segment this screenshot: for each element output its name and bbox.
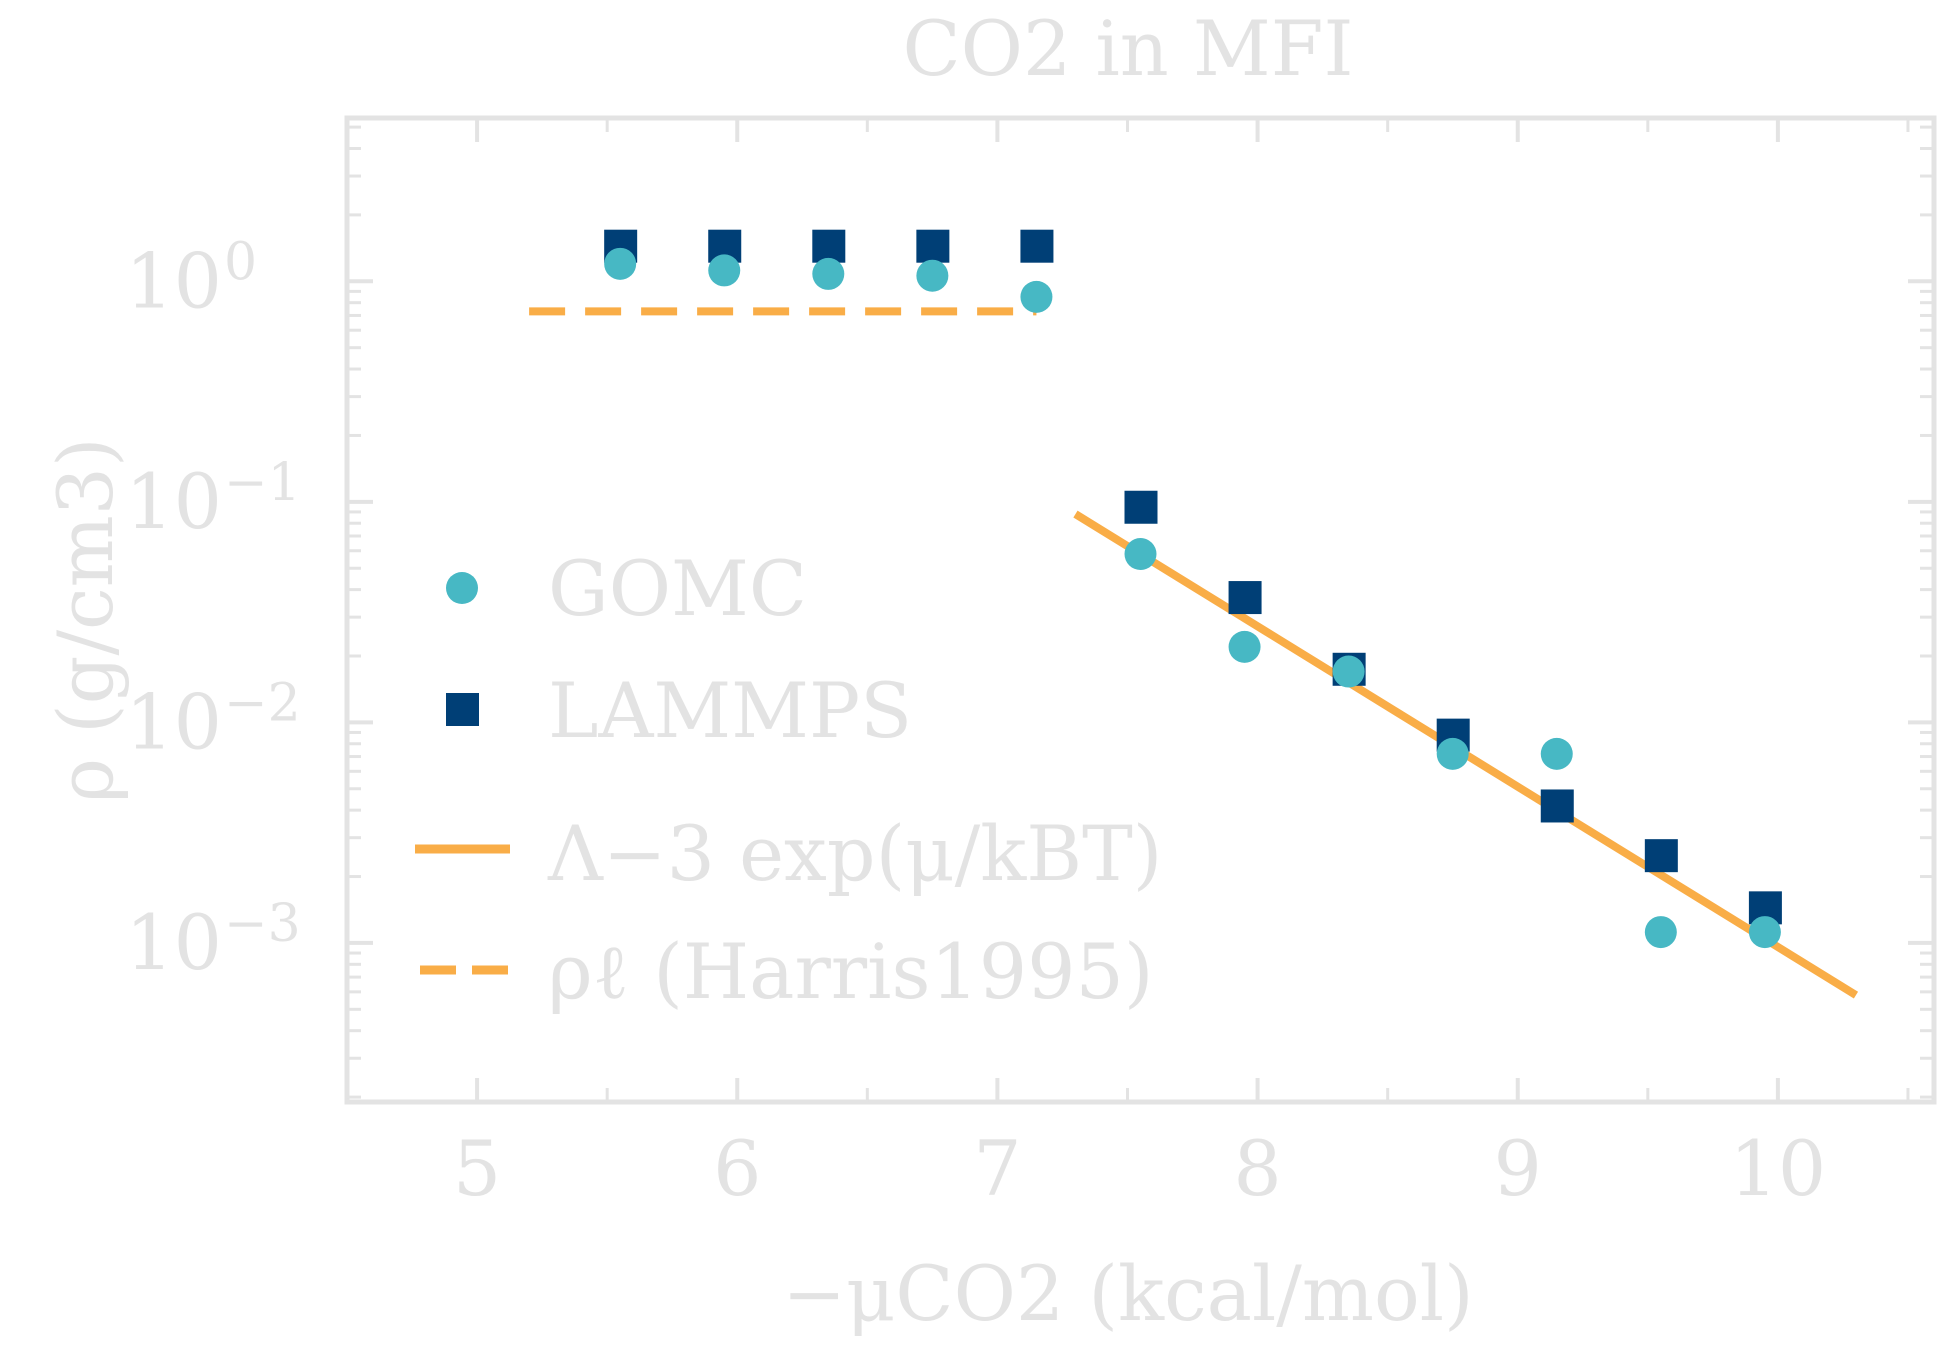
legend-lammps-label: LAMMPS <box>548 666 912 755</box>
legend-fit-label: Λ−3 exp(μ/kBT) <box>547 809 1162 898</box>
lammps-point <box>1228 581 1262 615</box>
gomc-point <box>1644 916 1677 949</box>
x-tick-label: 10 <box>1730 1124 1827 1213</box>
chart-title: CO2 in MFI <box>903 4 1354 93</box>
y-tick-exponent: −1 <box>224 453 301 513</box>
gomc-point <box>1436 737 1469 770</box>
y-tick-label: 10 <box>125 898 222 987</box>
y-tick-exponent: −2 <box>224 673 301 733</box>
gomc-point <box>1020 280 1053 313</box>
plot-markers <box>604 229 1782 949</box>
y-tick-label: 10 <box>125 457 222 546</box>
minor-ticks <box>345 118 1934 1102</box>
gomc-point <box>916 259 949 292</box>
legend: GOMC LAMMPS Λ−3 exp(μ/kBT) ρℓ (Harris199… <box>415 544 1162 1016</box>
y-tick-exponent: −3 <box>224 894 301 954</box>
gomc-point <box>1540 737 1573 770</box>
x-tick-label: 9 <box>1494 1124 1542 1213</box>
gomc-point <box>1124 538 1157 571</box>
x-tick-label: 6 <box>713 1124 761 1213</box>
legend-gomc-marker <box>446 572 478 604</box>
x-tick-label: 7 <box>973 1124 1021 1213</box>
lammps-point <box>916 229 950 263</box>
lammps-point <box>1020 229 1054 263</box>
lammps-point <box>812 229 846 263</box>
gomc-point <box>1332 655 1365 688</box>
gomc-point <box>812 257 845 290</box>
plot-frame <box>344 115 1937 1105</box>
gomc-point <box>1748 916 1781 949</box>
legend-gomc-label: GOMC <box>548 544 807 633</box>
y-tick-label: 10 <box>125 677 222 766</box>
legend-harris-label: ρℓ (Harris1995) <box>548 927 1154 1016</box>
x-axis-label: −μCO2 (kcal/mol) <box>782 1249 1473 1338</box>
x-tick-label: 8 <box>1233 1124 1281 1213</box>
gomc-point <box>708 254 741 287</box>
legend-lammps-marker <box>446 693 479 726</box>
x-tick-label: 5 <box>453 1124 501 1213</box>
gomc-point <box>604 247 637 280</box>
lammps-point <box>1644 839 1678 873</box>
gomc-point <box>1228 630 1261 663</box>
lammps-point <box>1540 789 1574 823</box>
x-tick-labels: 5 6 7 8 9 10 <box>453 1124 1826 1213</box>
y-axis-label: ρ (g/cm3) <box>41 437 130 802</box>
lammps-point <box>1124 490 1158 524</box>
y-tick-exponent: 0 <box>224 232 257 292</box>
major-ticks <box>347 118 1934 1102</box>
y-tick-label: 10 <box>125 236 222 325</box>
